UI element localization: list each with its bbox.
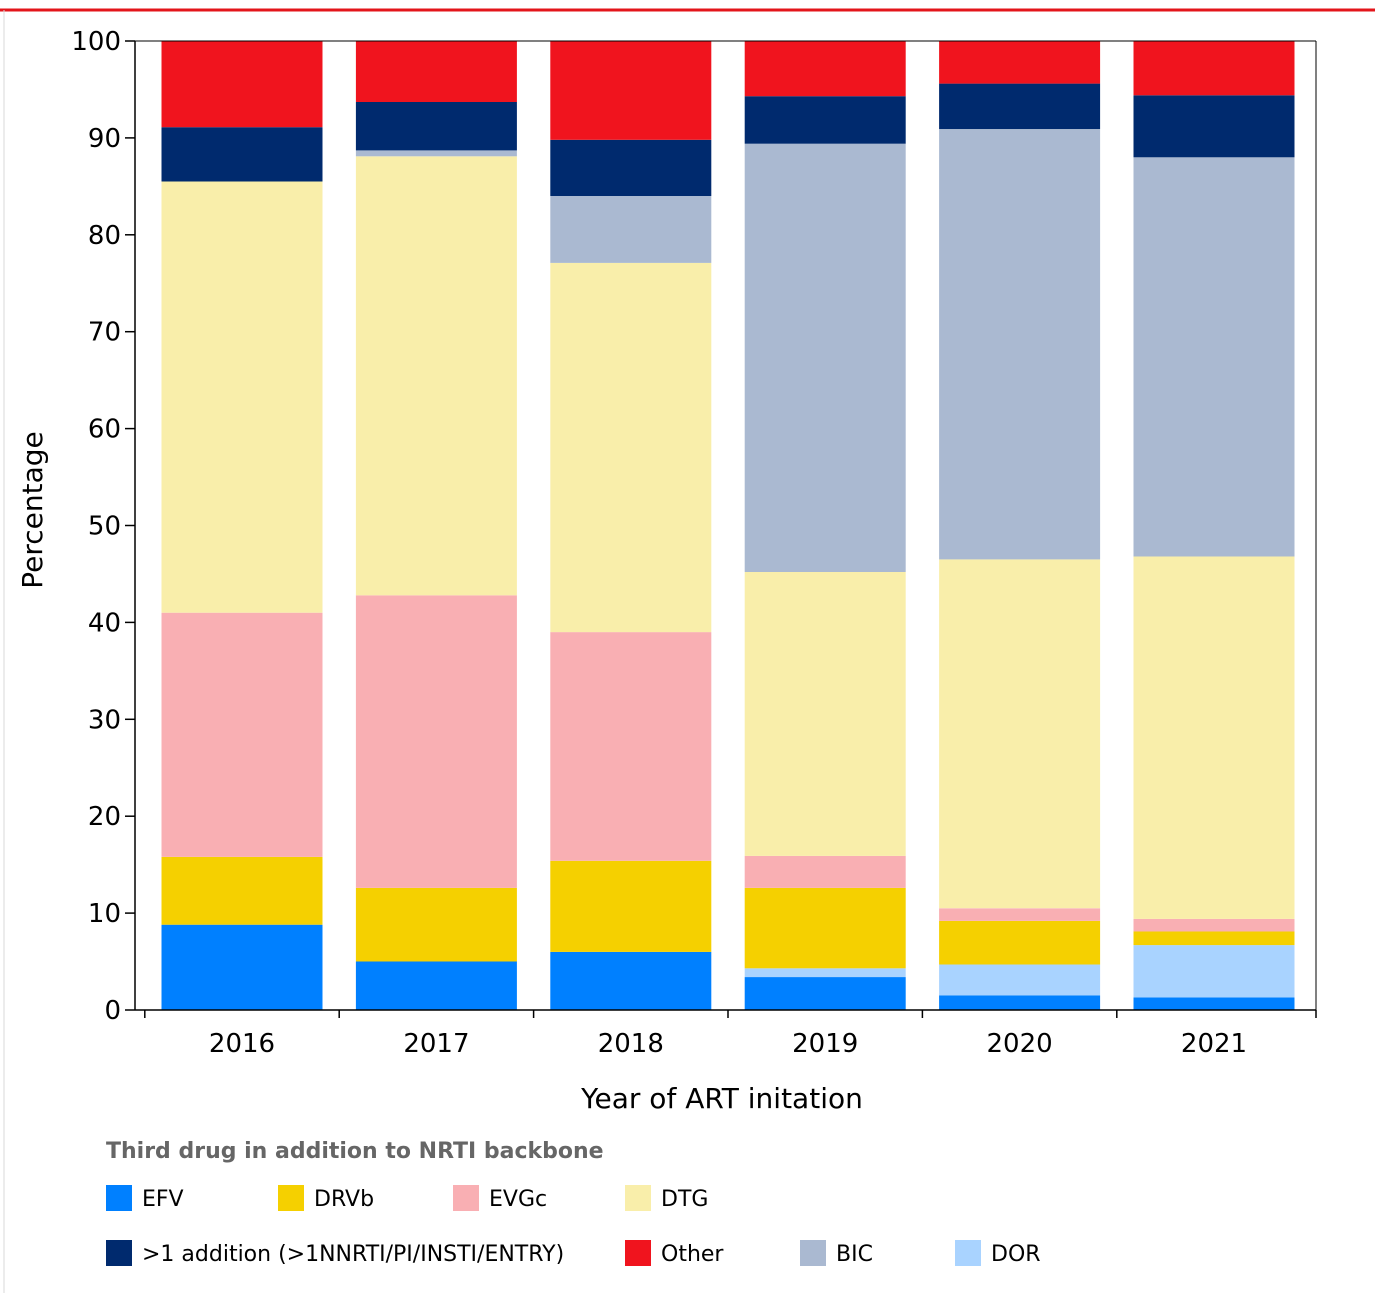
bar-segment-2016-dtg (161, 181, 323, 613)
legend-label-evgc: EVGc (489, 1187, 547, 1212)
bar-segment-2017-drvb (355, 887, 517, 962)
y-tick-label: 50 (88, 512, 121, 542)
bar-segment-2018-evgc (550, 632, 712, 861)
legend-label-other: Other (661, 1242, 724, 1267)
bar-segment-2018-bic (550, 196, 712, 263)
bar-segment-2018-1-addition-1nnrti-pi-insti-entry (550, 139, 712, 196)
bars-layer (161, 41, 1295, 1010)
legend-label-drvb: DRVb (314, 1187, 374, 1212)
y-tick-label: 60 (88, 415, 121, 445)
y-tick-label: 20 (88, 802, 121, 832)
y-tick-label: 30 (88, 705, 121, 735)
bar-segment-2020-1-addition-1nnrti-pi-insti-entry (939, 83, 1101, 130)
y-tick-label: 90 (88, 124, 121, 154)
bar-segment-2017-other (355, 41, 517, 102)
bar-segment-2020-other (939, 41, 1101, 84)
legend-swatch-bic (800, 1240, 826, 1266)
legend-label-dor: DOR (991, 1242, 1041, 1267)
bar-segment-2021-drvb (1133, 931, 1295, 946)
bar-segment-2021-1-addition-1nnrti-pi-insti-entry (1133, 95, 1295, 158)
bar-segment-2019-bic (744, 143, 906, 572)
bar-segment-2021-dor (1133, 945, 1295, 998)
legend-label-efv: EFV (142, 1187, 184, 1212)
legend-swatch-efv (106, 1185, 132, 1211)
legend-title: Third drug in addition to NRTI backbone (106, 1139, 604, 1164)
bar-segment-2020-evgc (939, 908, 1101, 921)
bar-segment-2017-efv (355, 961, 517, 1010)
bar-segment-2019-evgc (744, 855, 906, 888)
bar-segment-2016-evgc (161, 612, 323, 857)
bar-segment-2020-drvb (939, 920, 1101, 965)
legend-label-bic: BIC (836, 1242, 873, 1267)
y-tick-label: 10 (88, 899, 121, 929)
bar-segment-2020-dtg (939, 559, 1101, 909)
bar-segment-2019-drvb (744, 887, 906, 969)
bar-segment-2016-other (161, 41, 323, 128)
bar-segment-2018-dtg (550, 262, 712, 633)
bar-segment-2018-drvb (550, 860, 712, 952)
legend-swatch-dor (955, 1240, 981, 1266)
y-tick-label: 100 (71, 27, 121, 57)
x-tick-label-2019: 2019 (792, 1029, 858, 1059)
x-axis-title: Year of ART initation (580, 1082, 863, 1115)
bar-segment-2021-efv (1133, 997, 1295, 1010)
x-tick-label-2016: 2016 (209, 1029, 275, 1059)
legend-swatch-other (625, 1240, 651, 1266)
axes-layer: 0 10 20 30 40 50 60 70 80 90 100 2016 2017 2018 2019 20… (71, 27, 1317, 1059)
bar-segment-2021-other (1133, 41, 1295, 96)
legend-swatch-drvb (278, 1185, 304, 1211)
bar-segment-2019-dtg (744, 572, 906, 856)
bar-segment-2017-1-addition-1nnrti-pi-insti-entry (355, 102, 517, 151)
bar-segment-2020-dor (939, 964, 1101, 996)
legend: EFV DRVb EVGc DTG >1 addition (>1NNRTI/PI/IN… (106, 1185, 1041, 1267)
bar-segment-2018-efv (550, 951, 712, 1010)
x-tick-label-2017: 2017 (403, 1029, 469, 1059)
y-axis-title: Percentage (16, 431, 49, 589)
x-tick-label-2020: 2020 (987, 1029, 1053, 1059)
bar-segment-2019-efv (744, 977, 906, 1010)
y-tick-label: 80 (88, 221, 121, 251)
bar-segment-2017-dtg (355, 156, 517, 596)
bar-segment-2019-dor (744, 968, 906, 977)
x-tick-label-2018: 2018 (598, 1029, 664, 1059)
bar-segment-2019-other (744, 41, 906, 97)
legend-label-1-addition-1nnrti-pi-insti-entry: >1 addition (>1NNRTI/PI/INSTI/ENTRY) (142, 1242, 564, 1267)
legend-swatch-dtg (625, 1185, 651, 1211)
bar-segment-2017-evgc (355, 595, 517, 888)
bar-segment-2021-evgc (1133, 918, 1295, 932)
bar-segment-2016-efv (161, 924, 323, 1010)
bar-segment-2021-bic (1133, 157, 1295, 557)
bar-segment-2021-dtg (1133, 556, 1295, 919)
bar-segment-2019-1-addition-1nnrti-pi-insti-entry (744, 96, 906, 144)
bar-segment-2020-bic (939, 129, 1101, 560)
bar-segment-2020-efv (939, 995, 1101, 1010)
y-tick-label: 40 (88, 608, 121, 638)
y-tick-label: 0 (104, 996, 121, 1026)
bar-segment-2018-other (550, 41, 712, 140)
x-tick-label-2021: 2021 (1181, 1029, 1247, 1059)
legend-swatch-1-addition-1nnrti-pi-insti-entry (106, 1240, 132, 1266)
legend-swatch-evgc (453, 1185, 479, 1211)
bar-segment-2016-drvb (161, 856, 323, 925)
bar-segment-2017-bic (355, 150, 517, 157)
y-tick-label: 70 (88, 318, 121, 348)
bar-segment-2016-1-addition-1nnrti-pi-insti-entry (161, 127, 323, 182)
legend-label-dtg: DTG (661, 1187, 708, 1212)
